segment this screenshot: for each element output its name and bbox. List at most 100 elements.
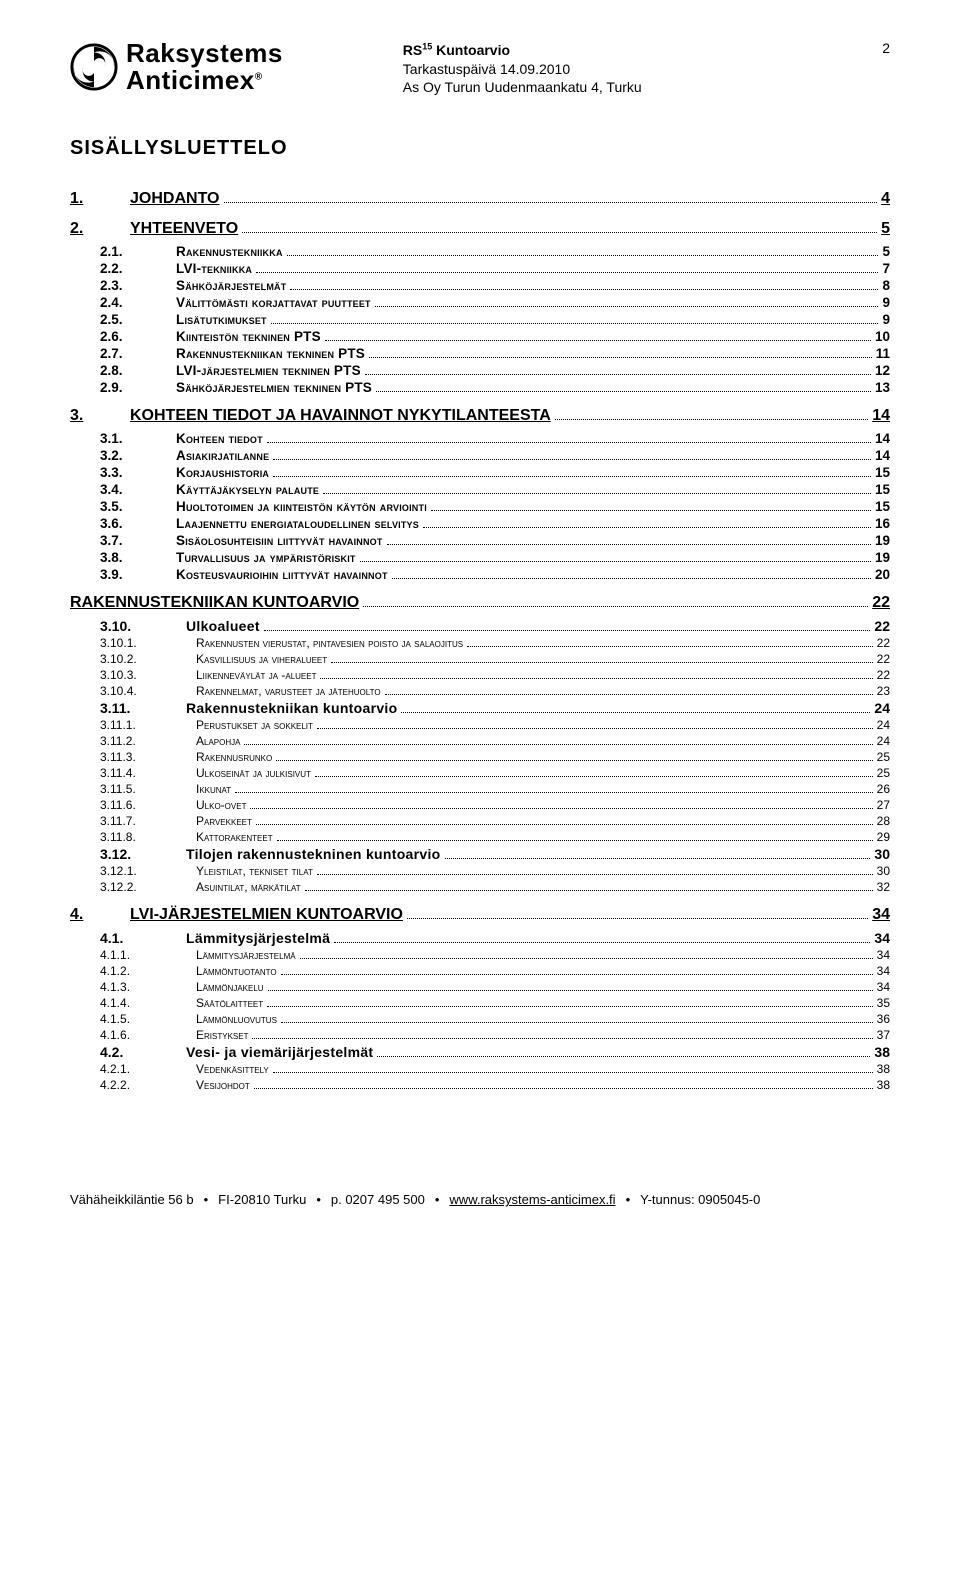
toc-entry-number: 2.3. [70,278,176,293]
toc-entry-label: LVI-järjestelmien tekninen PTS [176,363,361,378]
toc-entry-label: Lämmitysjärjestelmä [196,948,296,962]
toc-entry-number: 3.11.1. [70,718,196,732]
toc-entry: 3.11.6.Ulko-ovet27 [70,798,890,812]
footer-url[interactable]: www.raksystems-anticimex.fi [449,1192,615,1207]
toc-entry-number: 2.2. [70,261,176,276]
toc-entry-label: Rakennustekniikan kuntoarvio [186,700,397,716]
toc-entry-page: 24 [877,718,890,732]
toc-entry-number: 3.12. [70,846,186,862]
toc-entry-label: Korjaushistoria [176,465,269,480]
toc-entry-page: 15 [875,499,890,514]
doc-date: Tarkastuspäivä 14.09.2010 [403,60,642,79]
toc-entry-number: 3.2. [70,448,176,463]
toc-entry: 2.YHTEENVETO 5 [70,220,890,238]
toc-entry: 2.6.Kiinteistön tekninen PTS10 [70,329,890,344]
toc-entry-number: 2. [70,220,130,238]
toc-entry: 3.10.Ulkoalueet22 [70,618,890,634]
toc-entry-number: 3.10.3. [70,668,196,682]
toc-entry-page: 34 [872,906,890,924]
toc-entry-number: 4.1.3. [70,980,196,994]
toc-entry: 3.11.2.Alapohja24 [70,734,890,748]
toc-entry-number: 4.1.6. [70,1028,196,1042]
toc-entry-page: 8 [882,278,890,293]
toc-entry-label: JOHDANTO [130,190,220,208]
toc-entry-label: Säätölaitteet [196,996,263,1010]
toc-entry-label: Vesijohdot [196,1078,250,1092]
table-of-contents: 1.JOHDANTO42.YHTEENVETO52.1.Rakennustekn… [70,190,890,1092]
toc-entry-label: Rakennelmat, varusteet ja jätehuolto [196,684,381,698]
toc-entry-label: Kasvillisuus ja viheralueet [196,652,327,666]
toc-entry-label: Perustukset ja sokkelit [196,718,313,732]
toc-entry-page: 5 [881,220,890,238]
toc-entry-label: Sähköjärjestelmien tekninen PTS [176,380,372,395]
toc-entry-page: 9 [882,312,890,327]
toc-entry-number: 3.4. [70,482,176,497]
footer-address: Vähäheikkiläntie 56 b [70,1192,194,1207]
toc-entry-label: Lämmitysjärjestelmä [186,930,330,946]
toc-entry-number: 1. [70,190,130,208]
toc-entry-page: 34 [877,964,890,978]
toc-entry-number: 3. [70,407,130,425]
toc-entry-label: Liikenneväylät ja -alueet [196,668,316,682]
toc-entry-label: Rakennusten vierustat, pintavesien poist… [196,636,463,650]
toc-entry-page: 16 [875,516,890,531]
toc-entry-page: 32 [877,880,890,894]
toc-entry-page: 22 [877,636,890,650]
toc-entry: 4.1.Lämmitysjärjestelmä34 [70,930,890,946]
toc-entry-label: Vedenkäsittely [196,1062,269,1076]
toc-entry-page: 22 [872,594,890,612]
toc-entry-page: 35 [877,996,890,1010]
toc-entry-label: Asiakirjatilanne [176,448,269,463]
toc-entry: 2.9.Sähköjärjestelmien tekninen PTS13 [70,380,890,395]
toc-entry-number: 3.5. [70,499,176,514]
toc-entry-label: Rakennustekniikka [176,244,283,259]
toc-entry-label: Asuintilat, märkätilat [196,880,301,894]
toc-entry-number: 3.6. [70,516,176,531]
toc-entry: 4.2.2.Vesijohdot38 [70,1078,890,1092]
toc-entry-page: 12 [875,363,890,378]
toc-entry: 3.10.4.Rakennelmat, varusteet ja jätehuo… [70,684,890,698]
toc-entry-label: Yleistilat, tekniset tilat [196,864,313,878]
toc-entry-page: 14 [875,431,890,446]
doc-title: RS15 Kuntoarvio [403,40,642,60]
toc-entry-number: 3.8. [70,550,176,565]
brand-name-top: Raksystems [126,40,283,67]
toc-entry: 2.7.Rakennustekniikan tekninen PTS11 [70,346,890,361]
toc-entry: 3.10.1.Rakennusten vierustat, pintavesie… [70,636,890,650]
toc-entry-label: Sisäolosuhteisiin liittyvät havainnot [176,533,383,548]
toc-entry-number: 4.2.1. [70,1062,196,1076]
toc-entry-page: 15 [875,482,890,497]
toc-entry-page: 24 [874,700,890,716]
toc-entry-number: 2.5. [70,312,176,327]
toc-entry-label: KOHTEEN TIEDOT JA HAVAINNOT NYKYTILANTEE… [130,407,551,425]
toc-entry: 3.11.3.Rakennusrunko25 [70,750,890,764]
toc-entry: 3.11.8.Kattorakenteet29 [70,830,890,844]
toc-entry: RAKENNUSTEKNIIKAN KUNTOARVIO22 [70,594,890,612]
toc-entry: 3.3.Korjaushistoria15 [70,465,890,480]
toc-entry-page: 7 [882,261,890,276]
toc-entry-label: YHTEENVETO [130,220,238,238]
toc-entry-number: 3.11.2. [70,734,196,748]
toc-entry: 3.12.2.Asuintilat, märkätilat32 [70,880,890,894]
toc-entry: 2.2.LVI-tekniikka7 [70,261,890,276]
toc-entry-number: 3.11.4. [70,766,196,780]
toc-entry-page: 30 [874,846,890,862]
footer-postal: FI-20810 Turku [218,1192,306,1207]
toc-entry-page: 28 [877,814,890,828]
toc-entry: 4.1.1.Lämmitysjärjestelmä34 [70,948,890,962]
toc-entry-page: 26 [877,782,890,796]
toc-entry: 4.1.4.Säätölaitteet 35 [70,996,890,1010]
toc-entry: 2.8.LVI-järjestelmien tekninen PTS12 [70,363,890,378]
document-meta: RS15 Kuntoarvio Tarkastuspäivä 14.09.201… [403,40,642,97]
toc-entry-number: 3.3. [70,465,176,480]
toc-entry-number: 3.10. [70,618,186,634]
toc-entry-page: 4 [881,190,890,208]
toc-entry-page: 19 [875,550,890,565]
toc-entry-page: 30 [877,864,890,878]
brand-swirl-icon [70,43,118,91]
toc-entry-number: 4.1.4. [70,996,196,1010]
toc-entry-label: Vesi- ja viemärijärjestelmät [186,1044,373,1060]
toc-entry-number: 3.10.1. [70,636,196,650]
toc-entry-page: 9 [882,295,890,310]
toc-entry-page: 38 [877,1062,890,1076]
